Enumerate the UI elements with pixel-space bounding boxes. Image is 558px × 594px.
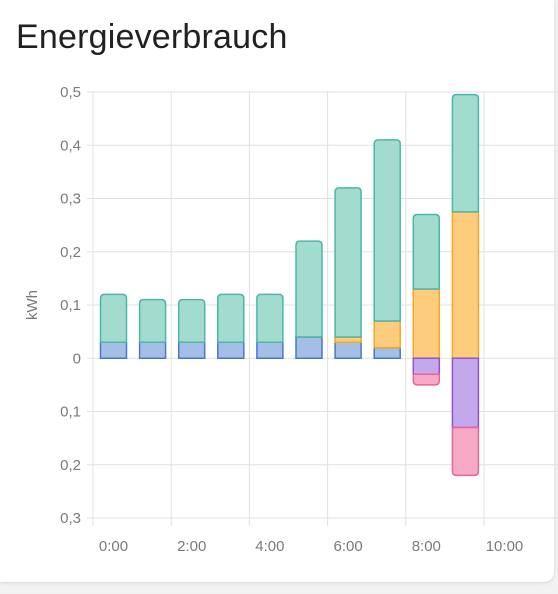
x-tick-label: 0:00 — [99, 538, 128, 555]
x-tick-label: 4:00 — [255, 538, 284, 555]
bar-grid-consumption — [373, 139, 401, 322]
x-tick-label: 8:00 — [412, 538, 441, 555]
bar-grid-consumption — [451, 93, 480, 213]
chart-bars — [99, 93, 480, 477]
y-tick-label: 0,3 — [60, 191, 81, 208]
bar-grid-return — [451, 426, 480, 477]
bar-grid-consumption — [177, 298, 206, 344]
x-tick-label: 6:00 — [333, 538, 362, 555]
y-tick-label: 0 — [73, 350, 81, 367]
bar-battery-in — [334, 341, 362, 359]
bar-grid-consumption — [412, 213, 441, 290]
bar-solar — [451, 211, 480, 359]
bar-battery-in — [295, 336, 323, 359]
bar-grid-consumption — [256, 293, 284, 344]
bar-battery-in — [138, 341, 167, 359]
bar-grid-consumption — [99, 293, 128, 344]
bar-grid-return — [412, 373, 441, 386]
y-axis: 0,5 0,4 0,3 0,2 0,1 0 0,1 0,2 0,3 — [60, 84, 81, 527]
bar-battery-in — [177, 341, 206, 359]
bar-solar — [373, 320, 401, 349]
bar-battery-in — [99, 341, 128, 359]
x-tick-label: 10:00 — [486, 538, 524, 555]
bar-battery-out — [412, 357, 441, 375]
card-title: Energieverbrauch — [16, 18, 288, 56]
y-tick-label: 0,2 — [60, 457, 81, 474]
y-tick-label: 0,2 — [60, 244, 81, 261]
bar-grid-consumption — [138, 298, 167, 344]
y-tick-label: 0,5 — [60, 84, 81, 101]
bar-solar — [334, 336, 362, 344]
y-tick-label: 0,1 — [60, 297, 81, 314]
y-tick-label: 0,1 — [60, 404, 81, 421]
bar-solar — [412, 288, 441, 359]
x-axis: 0:00 2:00 4:00 6:00 8:00 10:00 — [99, 538, 523, 555]
bar-battery-in — [256, 341, 284, 359]
bar-grid-consumption — [295, 240, 323, 338]
bar-battery-in — [373, 346, 401, 359]
x-tick-label: 2:00 — [177, 538, 206, 555]
bar-grid-consumption — [217, 293, 245, 344]
y-tick-label: 0,3 — [60, 510, 81, 527]
bar-battery-in — [217, 341, 245, 359]
y-axis-label: kWh — [24, 290, 41, 320]
y-tick-label: 0,4 — [60, 137, 81, 154]
bar-grid-consumption — [334, 187, 362, 338]
bar-battery-out — [451, 357, 480, 429]
